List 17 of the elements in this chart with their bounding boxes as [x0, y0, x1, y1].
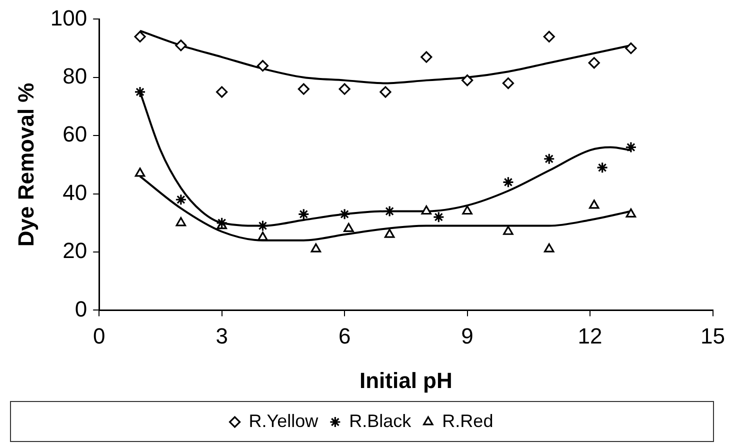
x-tick-label: 6 [338, 323, 351, 348]
y-tick-label: 0 [74, 296, 88, 322]
legend-label: R.Red [442, 410, 494, 431]
y-tick-label: 40 [62, 180, 88, 205]
x-tick-label: 9 [461, 323, 474, 348]
y-tick-label: 100 [50, 5, 88, 30]
x-tick-label: 0 [92, 323, 106, 348]
x-tick-label: 15 [700, 323, 726, 348]
legend-label: R.Yellow [248, 410, 320, 431]
y-tick-label: 60 [62, 122, 88, 147]
y-tick-label: 80 [62, 63, 88, 88]
x-tick-label: 3 [216, 323, 228, 348]
x-axis-title: Initial pH [359, 368, 452, 393]
legend-label: R.Black [349, 410, 412, 431]
y-tick-label: 20 [62, 238, 88, 264]
x-tick-label: 12 [578, 323, 602, 348]
y-axis-title: Dye Removal % [13, 82, 38, 247]
